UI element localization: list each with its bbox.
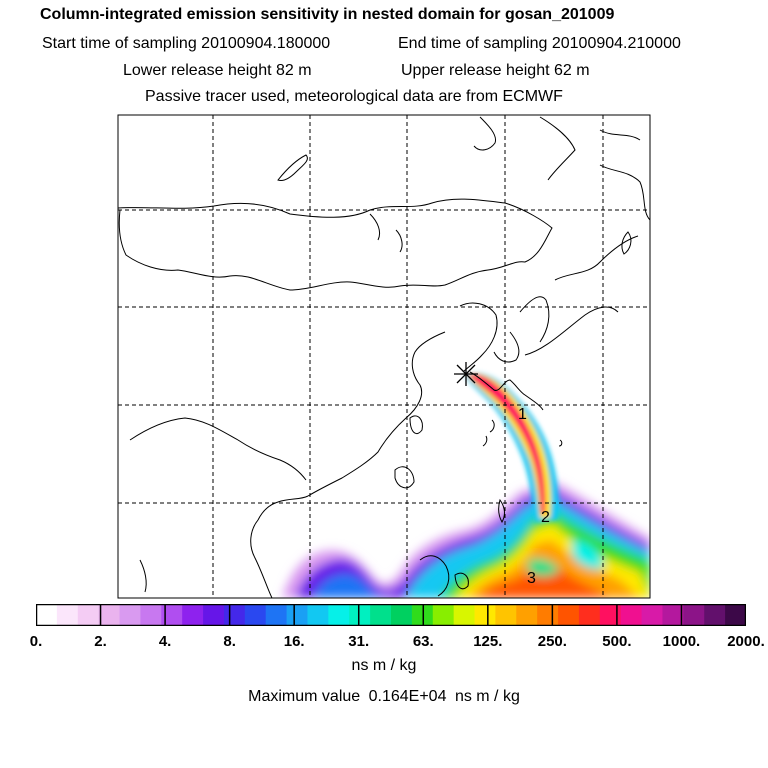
colorbar-swatch: [683, 604, 705, 626]
colorbar-swatch: [182, 604, 204, 626]
colorbar-swatch: [286, 604, 308, 626]
upper-release-label: Upper release height 62 m: [401, 62, 590, 79]
colorbar-swatch: [411, 604, 434, 626]
colorbar-swatch: [119, 604, 141, 626]
plume-label-3: 3: [527, 570, 536, 587]
start-time-label: Start time of sampling 20100904.180000: [42, 35, 331, 52]
colorbar-tick-label: 63.: [412, 633, 434, 650]
coastlines: [118, 116, 650, 598]
colorbar-tick-label: 4.: [158, 633, 172, 650]
colorbar-tick-label: 250.: [537, 633, 567, 650]
colorbar-units: ns m / kg: [351, 657, 417, 674]
colorbar-tick-label: 1000.: [662, 633, 701, 650]
map-frame: [117, 114, 651, 599]
plume-label-1: 1: [518, 406, 527, 423]
colorbar-swatch: [453, 604, 475, 626]
colorbar-swatch: [662, 604, 684, 626]
plume-narrow-band: [465, 372, 559, 522]
maximum-value-line: Maximum value 0.164E+04 ns m / kg: [0, 688, 768, 706]
sensitivity-plume: [282, 372, 650, 598]
tracer-label: Passive tracer used, meteorological data…: [145, 88, 563, 105]
colorbar-swatch: [328, 604, 350, 626]
colorbar-swatch: [140, 604, 162, 626]
graticule: [118, 115, 650, 598]
colorbar-swatch: [474, 604, 496, 626]
colorbar-swatch: [223, 604, 246, 626]
colorbar-tick-label: 125.: [473, 633, 503, 650]
colorbar-tick-label: 16.: [283, 633, 305, 650]
sensitivity-map: 1 2 3: [117, 114, 651, 599]
colorbar-swatch: [599, 604, 622, 626]
colorbar-swatch: [558, 604, 580, 626]
colorbar-swatch: [203, 604, 225, 626]
colorbar-swatch: [244, 604, 267, 626]
colorbar-swatch: [704, 604, 726, 626]
colorbar-swatch: [641, 604, 663, 626]
lower-release-label: Lower release height 82 m: [123, 62, 312, 79]
colorbar-tick-label: 500.: [602, 633, 632, 650]
colorbar-tick-label: 0.: [29, 633, 43, 650]
colorbar-swatch: [578, 604, 601, 626]
colorbar-swatch: [725, 604, 746, 626]
colorbar-tick-label: 2.: [94, 633, 107, 650]
colorbar-border: [36, 604, 746, 626]
colorbar-swatch: [265, 604, 287, 626]
colorbar-swatch: [98, 604, 120, 626]
maximum-value-units: ns m / kg: [454, 688, 520, 705]
colorbar-swatch: [495, 604, 517, 626]
maximum-value: 0.164E+04: [368, 688, 447, 705]
colorbar-swatch: [349, 604, 371, 626]
colorbar-swatch: [432, 604, 455, 626]
colorbar-swatch: [56, 604, 79, 626]
plume-label-2: 2: [541, 509, 550, 526]
colorbar-swatch: [516, 604, 538, 626]
maximum-value-label: Maximum value: [248, 688, 361, 705]
colorbar-swatch: [537, 604, 559, 626]
colorbar-swatch: [161, 604, 183, 626]
colorbar-tick-label: 31.: [348, 633, 370, 650]
colorbar-swatch: [620, 604, 642, 626]
star-icon: [454, 362, 478, 386]
colorbar-swatch: [307, 604, 329, 626]
colorbar-swatch: [36, 604, 58, 626]
colorbar: [36, 604, 746, 626]
colorbar-tick-label: 2000.: [727, 633, 765, 650]
end-time-label: End time of sampling 20100904.210000: [398, 35, 681, 52]
colorbar-tick-label: 8.: [223, 633, 236, 650]
colorbar-swatch: [370, 604, 392, 626]
colorbar-swatch: [391, 604, 413, 626]
colorbar-swatch: [77, 604, 100, 626]
